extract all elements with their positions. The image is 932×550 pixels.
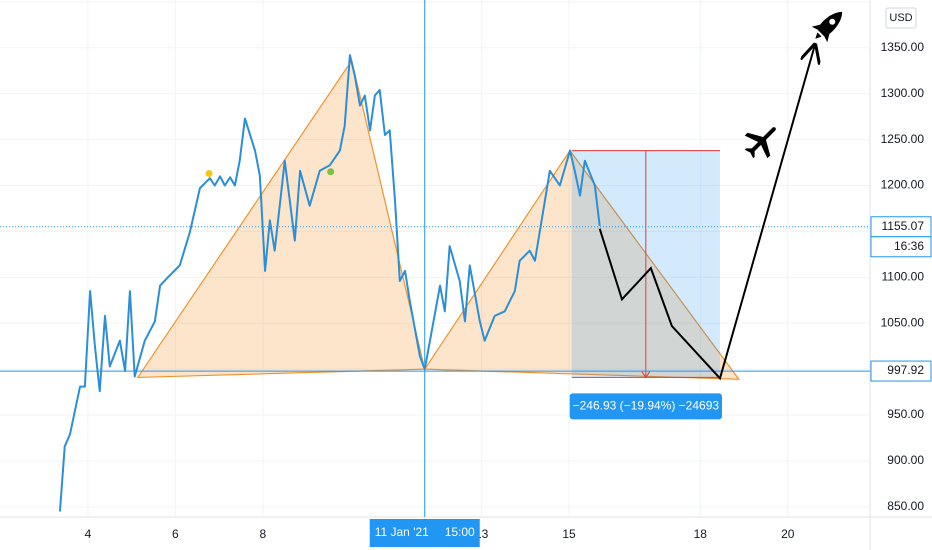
projection-line: [598, 45, 815, 381]
y-tick-label: 1200.00: [881, 178, 925, 192]
y-tick-label: 1300.00: [881, 86, 925, 100]
triangle-pattern: [423, 149, 740, 380]
countdown-box: [870, 236, 932, 258]
crosshair-time: 15:00: [445, 525, 475, 539]
rocket-icon: [811, 11, 843, 43]
currency-label: USD: [889, 12, 912, 24]
y-tick-label: 1050.00: [881, 315, 925, 329]
x-tick-label: 4: [85, 527, 92, 541]
x-tick-label: 8: [260, 527, 267, 541]
price-label: 997.92: [887, 363, 924, 377]
x-tick-label: 18: [694, 527, 708, 541]
crosshair-date: 11 Jan '21: [375, 525, 429, 539]
marker-dot: [205, 170, 213, 178]
marker-dot: [327, 168, 335, 176]
countdown-label: 16:36: [894, 239, 924, 253]
x-tick-label: 20: [781, 527, 795, 541]
plane-icon: [744, 127, 776, 159]
measure-label: −246.93 (−19.94%) −24693: [573, 399, 720, 413]
price-label-box: [870, 360, 932, 382]
y-tick-label: 850.00: [887, 499, 924, 513]
price-series: [58, 54, 601, 512]
triangle-pattern: [136, 59, 426, 379]
currency-box: [885, 7, 917, 29]
y-tick-label: 1250.00: [881, 132, 925, 146]
x-tick-label: 6: [172, 527, 179, 541]
y-tick-label: 1350.00: [881, 40, 925, 54]
y-tick-label: 1100.00: [882, 269, 925, 283]
measure-arrow-head: [641, 371, 651, 379]
price-label: 1155.07: [882, 219, 925, 233]
crosshair-label-box: [369, 519, 480, 547]
x-tick-label: 15: [562, 527, 576, 541]
y-tick-label: 950.00: [887, 407, 924, 421]
measure-label-box: [569, 393, 722, 420]
y-tick-label: 900.00: [887, 453, 924, 467]
